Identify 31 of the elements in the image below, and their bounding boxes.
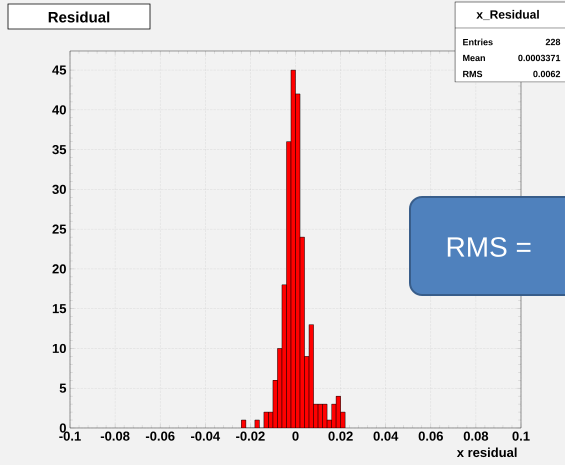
x-tick-label: 0.04 — [374, 432, 398, 441]
y-tick-label: 10 — [52, 344, 66, 354]
annotation: 0.0003371 — [518, 54, 560, 62]
text: Entries — [463, 38, 493, 46]
annotation: Mean — [463, 54, 485, 62]
y-tick-label: 20 — [52, 264, 66, 274]
x-tick-label: -0.08 — [100, 432, 130, 441]
x-axis-title: x residual — [456, 448, 517, 458]
annotation: RMS — [463, 70, 482, 78]
annotation: RMS = — [448, 237, 530, 257]
y-tick-label: 0 — [60, 423, 66, 433]
x-tick-label: 0.06 — [418, 432, 443, 441]
y-tick-label: 25 — [52, 224, 66, 234]
x-tick-label: -0.02 — [236, 432, 265, 441]
x-tick-label: 0 — [292, 432, 299, 441]
text: x_Residual — [476, 10, 539, 20]
x-tick-label: 0.02 — [328, 432, 353, 441]
y-tick-label: 40 — [52, 105, 66, 114]
x-tick-label: -0.06 — [146, 432, 175, 441]
y-tick-label: 30 — [52, 184, 66, 194]
x-tick-label: 0.1 — [512, 432, 530, 441]
chart-title: Residual — [48, 11, 110, 22]
y-tick-label: 45 — [52, 66, 66, 75]
x-tick-label: -0.1 — [59, 432, 81, 441]
x-tick-label: -0.04 — [190, 432, 220, 441]
y-tick-label: 15 — [52, 304, 66, 314]
text: 228 — [546, 38, 560, 46]
x-tick-label: 0.08 — [464, 432, 488, 441]
y-tick-label: 5 — [60, 384, 66, 393]
y-tick-label: 35 — [52, 144, 66, 154]
text: 0.0062 — [533, 70, 560, 78]
